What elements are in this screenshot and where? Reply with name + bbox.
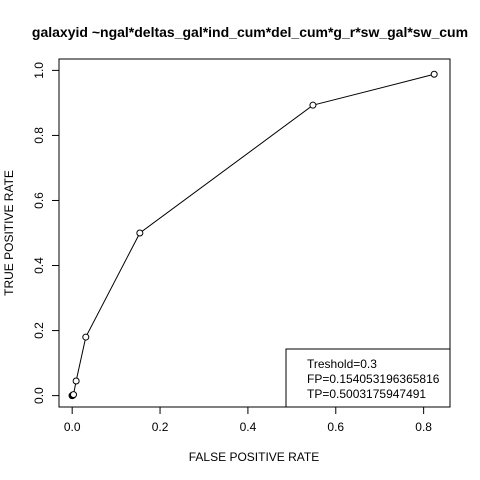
legend: Treshold=0.3 FP=0.154053196365816 TP=0.5… <box>285 348 451 408</box>
y-tick-label: 0.0 <box>32 387 46 404</box>
y-axis-label: TRUE POSITIVE RATE <box>2 170 16 296</box>
x-tick-label: 0.2 <box>152 420 169 434</box>
y-axis: 0.0 0.2 0.4 0.6 0.8 1.0 <box>32 62 60 404</box>
x-tick-label: 0.4 <box>240 420 257 434</box>
roc-point <box>69 391 77 399</box>
roc-curve-line <box>71 73 435 397</box>
x-tick-label: 0.0 <box>64 420 81 434</box>
x-tick-label: 0.6 <box>327 420 344 434</box>
y-tick-label: 1.0 <box>32 62 46 79</box>
roc-point <box>136 229 144 237</box>
y-tick-label: 0.4 <box>32 257 46 274</box>
y-tick-label: 0.8 <box>32 127 46 144</box>
x-tick-label: 0.8 <box>415 420 432 434</box>
roc-series <box>68 70 438 400</box>
y-tick-label: 0.6 <box>32 192 46 209</box>
y-tick-label: 0.2 <box>32 322 46 339</box>
roc-point <box>72 377 80 385</box>
legend-tp: TP=0.5003175947491 <box>307 387 426 401</box>
roc-point <box>82 333 90 341</box>
legend-box <box>285 348 451 408</box>
roc-point <box>309 101 317 109</box>
legend-fp: FP=0.154053196365816 <box>307 372 440 386</box>
plot-area-frame <box>58 58 451 408</box>
x-axis-label: FALSE POSITIVE RATE <box>189 450 319 464</box>
x-axis: 0.0 0.2 0.4 0.6 0.8 <box>64 406 432 434</box>
chart-title: galaxyid ~ngal*deltas_gal*ind_cum*del_cu… <box>32 24 468 40</box>
roc-point <box>430 70 438 78</box>
legend-threshold: Treshold=0.3 <box>307 357 377 371</box>
